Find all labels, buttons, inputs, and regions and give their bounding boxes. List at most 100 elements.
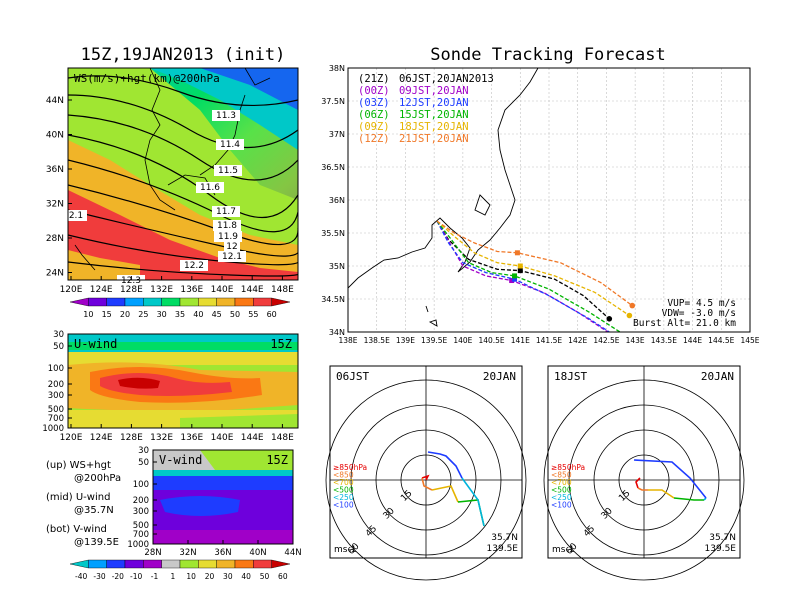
colorbar-label: 45 [212,310,222,319]
contour-label-box [65,210,87,221]
param-text: VDW= -3.0 m/s [662,308,736,319]
vwind-colorbar: -40 -30 -20 -10 -1 1 10 20 30 40 50 60 [69,559,291,581]
lon-tick-label: 142.5E [593,336,619,345]
contour-label-box [213,220,241,231]
legend-time: 09JST,20JAN [399,85,469,97]
lon-tick-label: 124E [90,433,113,443]
pressure-tick-label: 1000 [127,540,149,550]
colorbar-cell [106,297,126,307]
colorbar-label: 20 [205,572,215,581]
track-line [436,220,610,332]
coastline-honshu [348,68,539,289]
contour-label: 2.1 [69,211,83,221]
legend-code: (00Z) [358,85,390,97]
hodo-level-label: ≥850hPa [333,463,367,472]
colorbar-label: 60 [267,310,277,319]
track-endpoint [629,302,636,309]
param-text: VUP= 4.5 m/s [667,298,736,309]
hodo-wind-segment [648,489,675,499]
lon-tick-label: 138.5E [364,336,390,345]
hodo-level-label: <100 [551,501,572,510]
legend-code: (09Z) [358,121,390,133]
colorbar-cell [179,297,199,307]
lon-tick-label: 120E [60,433,83,443]
colorbar-label: 20 [120,310,130,319]
lon-tick-label: 141.5E [536,336,562,345]
hodo-level-label: <250 [333,493,354,502]
track-marker [517,268,523,274]
colorbar-label: -10 [130,572,142,581]
legend-code: (21Z) [358,73,390,85]
colorbar-label: 25 [138,310,148,319]
contour-label: 11.4 [220,140,240,150]
left-title: 15Z,19JAN2013 (init) [81,45,286,65]
legend-time: 15JST,20JAN [399,109,469,121]
colorbar-label: 10 [186,572,196,581]
lat-tick-label: 35N [329,262,345,271]
legend-time: 18JST,20JAN [399,121,469,133]
uwind-label: U-wind [74,337,117,351]
track-lat-ticks: 38N 37.5N 37N 36.5N 36N 35.5N 35N 34.5N 34N [321,64,345,337]
ws-lon-ticks: 120E 124E 128E 132E 136E 140E 144E 148E [60,276,294,295]
hodo-wind-segment [673,497,704,501]
hodo-level-label: <700 [333,478,354,487]
hodo-level-label: <850 [333,471,354,480]
lat-tick-label: 28N [46,234,64,244]
contour-label: 12.3 [121,276,141,286]
hodo-time: 18JST [554,370,587,383]
contour-line [68,114,298,181]
lon-tick-label: 148E [271,433,294,443]
track-line [436,220,622,332]
track-lines [436,220,636,332]
hodo-wind-segment [421,474,430,481]
contour-line [68,94,298,149]
colorbar-cell [124,559,144,569]
lat-tick-label: 24N [46,269,64,279]
pressure-tick-label: 1000 [42,424,64,434]
lat-tick-label: 44N [46,96,64,106]
lon-tick-label: 138E [338,336,357,345]
contour-label-box [214,231,242,242]
vwind-time: 15Z [266,453,288,467]
contour-label-box [212,110,240,121]
hodo-level-label: <500 [551,486,572,495]
contour-label: 12.1 [222,252,242,262]
colorbar-cell [271,297,291,307]
hodo-date: 20JAN [701,370,734,383]
contour-label-box [214,165,242,176]
colorbar-cell [234,559,254,569]
colorbar-label: -1 [151,572,159,581]
lon-tick-label: 139E [396,336,415,345]
lon-tick-label: 142E [568,336,587,345]
contour-label: 11.8 [217,221,237,231]
lon-tick-label: 145E [740,336,759,345]
colorbar-cell [161,297,181,307]
lon-tick-label: 144E [241,285,264,295]
lon-tick-label: 120E [60,285,83,295]
hodo-wind-segment [461,477,485,527]
hodo-time: 06JST [336,370,369,383]
lon-tick-label: 140E [211,433,234,443]
colorbar-cell [271,559,291,569]
colorbar-label: -30 [93,572,105,581]
lon-tick-label: 141E [511,336,530,345]
lon-tick-label: 132E [150,285,173,295]
lat-tick-label: 36.5N [321,163,345,172]
colorbar-label: 10 [83,310,93,319]
contour-label-box [224,241,240,252]
colorbar-label: 40 [241,572,251,581]
lon-tick-label: 136E [180,433,203,443]
note-line: @200hPa [74,473,121,484]
hodo-level-label: <250 [551,493,572,502]
hodo-wind-segment [427,451,463,479]
lat-tick-label: 34N [329,328,345,337]
lat-tick-label: 38N [329,64,345,73]
track-grid [348,68,750,332]
pressure-tick-label: 700 [48,414,64,424]
coastline-segment [244,68,271,86]
note-line: (mid) U-wind [46,492,110,503]
vwind-label: V-wind [159,453,202,467]
lon-tick-label: 143.5E [651,336,677,345]
